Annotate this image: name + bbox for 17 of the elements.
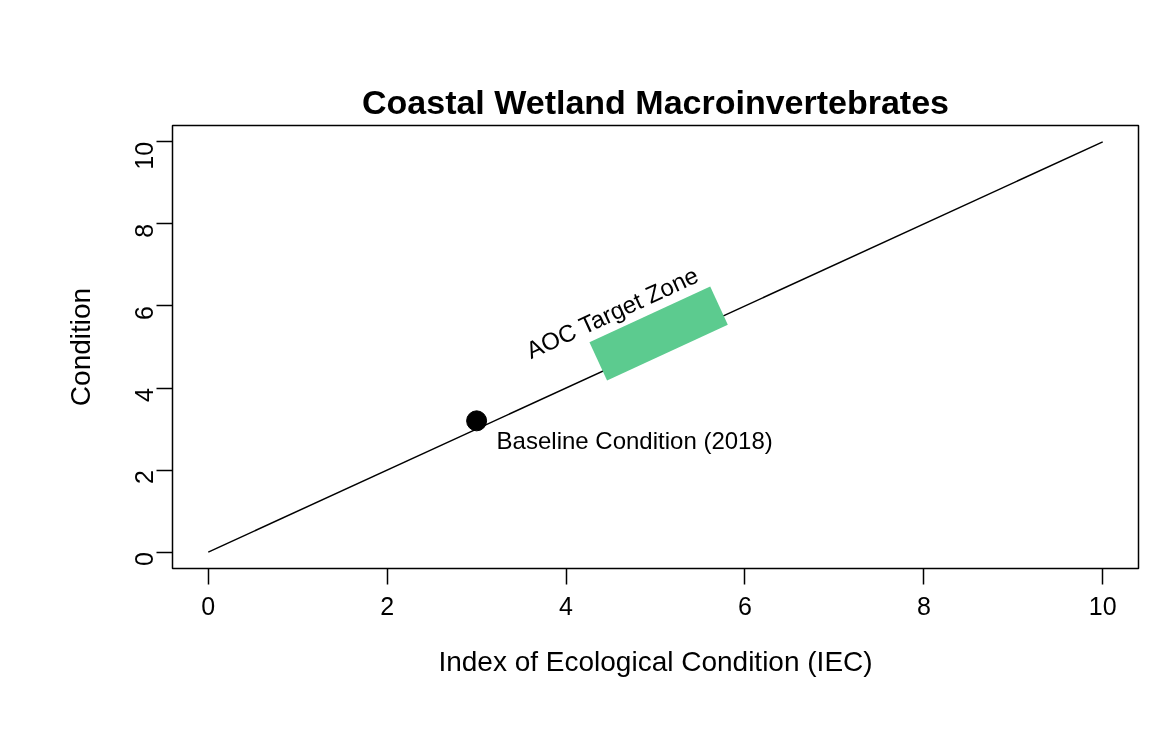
y-axis-title: Condition xyxy=(64,287,96,407)
x-tick-label: 4 xyxy=(559,591,574,620)
x-tick-label: 2 xyxy=(380,591,395,620)
text: AOC Target Zone xyxy=(521,261,703,364)
x-tick-label: 6 xyxy=(737,591,752,620)
series-label: Baseline Condition (2018) xyxy=(496,427,773,455)
y-tick-label: 2 xyxy=(130,470,159,484)
x-axis-title: Index of Ecological Condition (IEC) xyxy=(438,645,873,677)
y-tick-label: 8 xyxy=(130,223,159,238)
x-tick-label: 0 xyxy=(201,591,216,620)
x-tick-label: 8 xyxy=(916,591,931,620)
x-tick-label: 10 xyxy=(1088,591,1117,620)
y-tick-label: 10 xyxy=(130,141,159,170)
y-tick-label: 0 xyxy=(130,552,159,566)
y-tick-label: 6 xyxy=(130,305,159,320)
y-tick-label: 4 xyxy=(130,387,159,402)
chart-title: Coastal Wetland Macroinvertebrates xyxy=(362,82,949,121)
